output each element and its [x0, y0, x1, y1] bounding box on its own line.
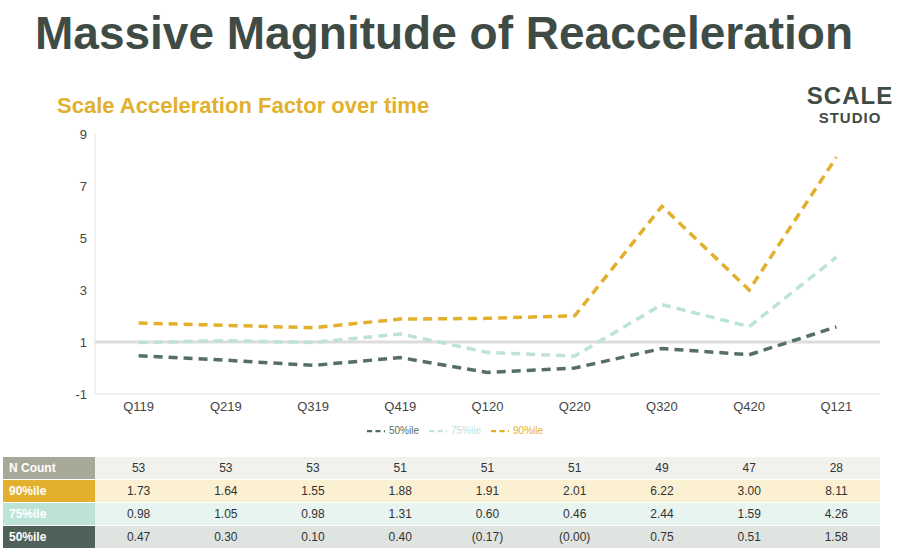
- svg-text:9: 9: [80, 127, 87, 142]
- html-text:1.64: 1.64: [214, 484, 238, 498]
- svg-text:Q319: Q319: [297, 399, 329, 414]
- html-text:1.31: 1.31: [388, 507, 412, 521]
- html-text:51: 51: [480, 461, 495, 475]
- html-text:50%ile: 50%ile: [389, 424, 419, 436]
- html-text:0.30: 0.30: [214, 530, 238, 544]
- html-text:51: 51: [568, 461, 582, 475]
- svg-text:Q420: Q420: [733, 399, 765, 414]
- html-text:1.59: 1.59: [737, 507, 761, 521]
- svg-text:-1: -1: [75, 387, 87, 402]
- svg-text:Q119: Q119: [123, 399, 154, 414]
- html-text:1.55: 1.55: [301, 484, 325, 498]
- html-text:49: 49: [655, 461, 669, 475]
- svg-text:Q220: Q220: [559, 399, 591, 414]
- html-text:N Count: N Count: [9, 461, 56, 475]
- svg-text:Q121: Q121: [820, 399, 852, 414]
- svg-text:Q320: Q320: [646, 399, 678, 414]
- html-text:2.01: 2.01: [563, 484, 587, 498]
- html-text:1.73: 1.73: [126, 484, 151, 498]
- svg-text:7: 7: [80, 179, 87, 194]
- html-text:STUDIO: STUDIO: [818, 109, 882, 126]
- html-text:0.51: 0.51: [737, 530, 761, 544]
- html-text:51: 51: [393, 461, 407, 475]
- html-text:1.88: 1.88: [388, 484, 412, 498]
- html-text:1.58: 1.58: [824, 530, 848, 544]
- svg-text:5: 5: [80, 231, 87, 246]
- html-text:(0.00): (0.00): [559, 530, 591, 544]
- html-text:53: 53: [131, 461, 146, 475]
- html-text:1.91: 1.91: [475, 484, 500, 498]
- svg-text:Q219: Q219: [210, 399, 242, 414]
- html-text:6.22: 6.22: [650, 484, 674, 498]
- html-text:0.47: 0.47: [126, 530, 151, 544]
- html-text:53: 53: [306, 461, 320, 475]
- svg-text:3: 3: [80, 283, 87, 298]
- html-text:47: 47: [742, 461, 756, 475]
- html-text:8.11: 8.11: [825, 484, 848, 498]
- html-text:1.05: 1.05: [214, 507, 238, 521]
- html-text:0.10: 0.10: [301, 530, 325, 544]
- html-text:75%ile: 75%ile: [9, 507, 47, 521]
- html-text:Scale Acceleration Factor over: Scale Acceleration Factor over time: [57, 93, 430, 118]
- html-text:0.98: 0.98: [301, 507, 325, 521]
- html-text:90%ile: 90%ile: [513, 424, 543, 436]
- html-text:4.26: 4.26: [824, 507, 848, 521]
- svg-text:Q419: Q419: [384, 399, 416, 414]
- html-text:90%ile: 90%ile: [9, 484, 47, 498]
- html-text:50%ile: 50%ile: [9, 530, 47, 544]
- html-text:0.46: 0.46: [563, 507, 587, 521]
- html-text:0.60: 0.60: [475, 507, 500, 521]
- html-text:Massive Magnitude of Reacceler: Massive Magnitude of Reacceleration: [35, 7, 853, 59]
- html-text:0.98: 0.98: [126, 507, 151, 521]
- html-text:75%ile: 75%ile: [451, 424, 481, 436]
- html-text:0.40: 0.40: [388, 530, 412, 544]
- html-text:0.75: 0.75: [650, 530, 674, 544]
- html-text:3.00: 3.00: [737, 484, 761, 498]
- html-text:28: 28: [829, 461, 843, 475]
- html-text:2.44: 2.44: [650, 507, 674, 521]
- html-text:(0.17): (0.17): [471, 530, 504, 544]
- svg-text:1: 1: [80, 335, 87, 350]
- svg-text:Q120: Q120: [472, 399, 504, 414]
- html-text:53: 53: [219, 461, 233, 475]
- html-text:SCALE: SCALE: [806, 82, 894, 109]
